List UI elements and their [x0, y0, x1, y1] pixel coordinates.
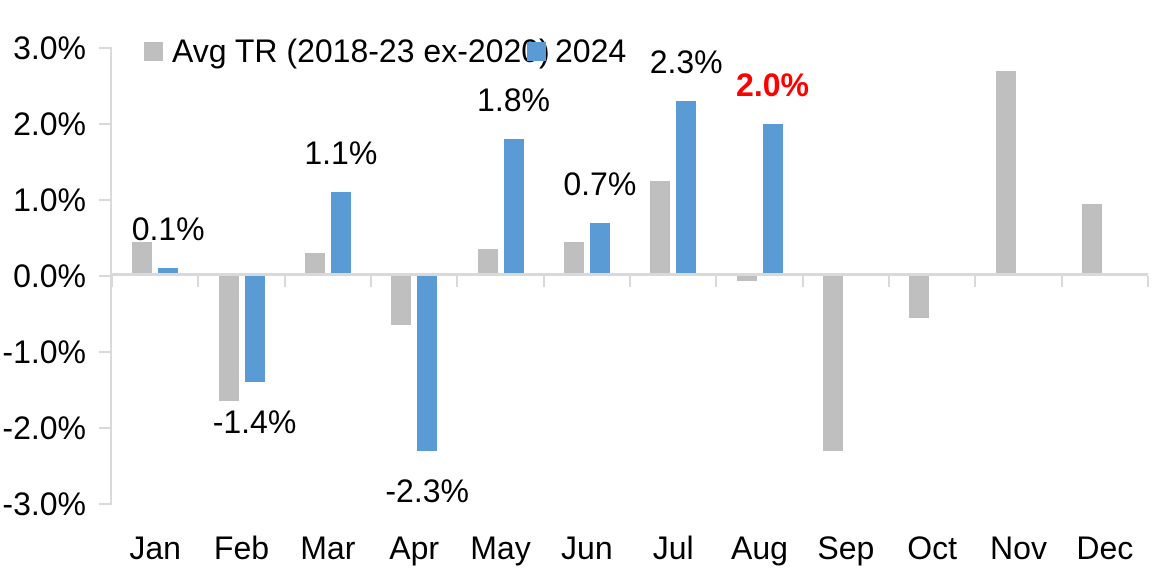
x-axis-tick [542, 276, 545, 287]
legend-label-avg-tr: Avg TR (2018-23 ex-2020) [172, 33, 550, 69]
x-axis-label-may: May [470, 530, 531, 566]
y-axis-tick [99, 47, 111, 49]
x-axis-label-nov: Nov [990, 530, 1047, 566]
x-axis-label-jan: Jan [129, 530, 181, 566]
x-axis-tick [974, 276, 977, 287]
x-axis-tick [715, 276, 718, 287]
x-axis-label-aug: Aug [731, 530, 788, 566]
bar-s2024-mar [330, 192, 351, 276]
data-label-jun: 0.7% [563, 165, 637, 202]
bar-avg-may [477, 249, 498, 276]
y-axis-tick [99, 199, 111, 201]
data-label-mar: 1.1% [304, 135, 378, 172]
y-axis-tick [99, 503, 111, 505]
y-axis-tick-label: 0.0% [13, 258, 86, 294]
x-axis-tick [456, 276, 459, 287]
y-axis-tick-label: 3.0% [13, 30, 86, 66]
y-axis-tick-label: -3.0% [2, 486, 86, 522]
x-axis-label-feb: Feb [213, 530, 270, 566]
bar-avg-aug [736, 276, 757, 282]
x-axis-label-dec: Dec [1076, 530, 1134, 566]
y-axis-tick [99, 427, 111, 429]
bar-avg-jan [132, 241, 153, 276]
bar-avg-nov [995, 70, 1016, 276]
data-label-aug: 2.0% [736, 67, 809, 103]
legend-swatch-2024 [527, 41, 546, 61]
bar-s2024-jun [589, 222, 610, 276]
x-axis-label-apr: Apr [389, 530, 440, 566]
data-label-may: 1.8% [477, 82, 550, 119]
bar-avg-oct [909, 276, 930, 318]
bar-s2024-apr [417, 276, 438, 451]
legend-item-avg-tr: Avg TR (2018-23 ex-2020) [144, 32, 550, 70]
bar-avg-mar [304, 253, 325, 276]
bar-avg-apr [391, 276, 412, 326]
legend-swatch-avg-tr [144, 41, 163, 61]
bar-s2024-aug [762, 124, 783, 276]
bar-s2024-jan [158, 268, 179, 276]
y-axis-tick-label: 1.0% [13, 182, 86, 218]
x-axis-tick [1060, 276, 1063, 287]
x-axis-tick [629, 276, 631, 287]
x-axis-tick [111, 276, 113, 287]
x-axis-label-jul: Jul [652, 530, 694, 566]
y-axis-tick-label: -1.0% [2, 334, 86, 370]
data-label-apr: -2.3% [385, 472, 469, 509]
y-axis-tick [99, 123, 111, 125]
y-axis-tick-label: 2.0% [13, 106, 86, 142]
bar-s2024-jul [676, 101, 697, 276]
x-axis-tick [888, 276, 890, 287]
chart-legend: Avg TR (2018-23 ex-2020) 2024 [0, 32, 1152, 70]
y-axis-tick [99, 275, 111, 277]
y-axis-tick [99, 351, 111, 353]
bar-s2024-may [503, 139, 524, 276]
x-axis-tick [801, 276, 804, 287]
x-axis-tick [370, 276, 372, 287]
y-axis-tick-label: -2.0% [2, 410, 86, 446]
x-axis-label-sep: Sep [817, 530, 875, 566]
legend-label-2024: 2024 [555, 33, 627, 69]
bar-avg-dec [1081, 203, 1102, 276]
data-label-feb: -1.4% [212, 404, 297, 441]
legend-item-2024: 2024 [527, 32, 626, 70]
x-axis-line [110, 273, 1148, 276]
x-axis-tick [197, 276, 200, 287]
x-axis-label-mar: Mar [300, 530, 356, 566]
bar-avg-jun [563, 241, 584, 276]
x-axis-tick [1147, 276, 1149, 287]
bar-s2024-feb [244, 276, 265, 383]
x-axis-tick [283, 276, 286, 287]
x-axis-label-jun: Jun [561, 530, 613, 566]
bar-avg-feb [218, 276, 239, 402]
data-label-jan: 0.1% [131, 211, 205, 248]
bar-avg-jul [650, 181, 671, 276]
x-axis-label-oct: Oct [907, 530, 958, 566]
data-label-jul: 2.3% [649, 44, 723, 81]
bar-avg-sep [822, 276, 843, 451]
